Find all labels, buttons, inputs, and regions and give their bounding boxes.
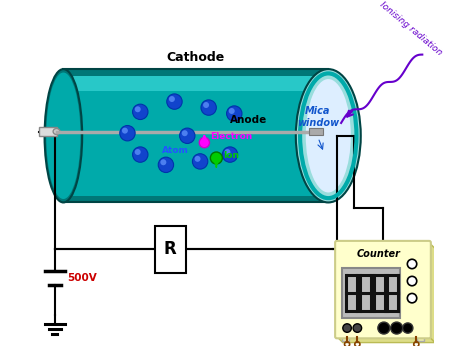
Text: Ion: Ion xyxy=(223,151,239,160)
Circle shape xyxy=(353,324,362,332)
Text: R: R xyxy=(164,240,177,258)
Circle shape xyxy=(180,128,195,144)
Circle shape xyxy=(199,137,210,148)
Circle shape xyxy=(222,147,237,162)
Text: Ionising radiation: Ionising radiation xyxy=(378,1,444,58)
Circle shape xyxy=(182,130,188,136)
Circle shape xyxy=(407,293,417,303)
Ellipse shape xyxy=(304,78,352,194)
Circle shape xyxy=(391,322,402,334)
Text: Mica
window: Mica window xyxy=(297,106,339,128)
Circle shape xyxy=(133,147,148,162)
Circle shape xyxy=(203,102,209,108)
Ellipse shape xyxy=(45,69,82,202)
Circle shape xyxy=(201,100,216,115)
Circle shape xyxy=(194,156,201,162)
Circle shape xyxy=(120,126,135,141)
Circle shape xyxy=(192,154,208,169)
Bar xyxy=(417,336,424,341)
Ellipse shape xyxy=(46,73,81,199)
Ellipse shape xyxy=(53,128,60,135)
Circle shape xyxy=(160,159,166,165)
Text: Electron: Electron xyxy=(210,132,253,141)
Bar xyxy=(155,226,186,273)
Circle shape xyxy=(225,149,230,155)
Circle shape xyxy=(227,106,242,121)
Bar xyxy=(39,127,56,136)
Bar xyxy=(64,76,328,91)
Circle shape xyxy=(167,94,182,109)
Bar xyxy=(64,76,328,195)
Text: 500V: 500V xyxy=(67,273,97,283)
Ellipse shape xyxy=(296,69,361,202)
FancyBboxPatch shape xyxy=(335,241,431,338)
Circle shape xyxy=(135,149,141,155)
Circle shape xyxy=(133,104,148,119)
Circle shape xyxy=(378,322,390,334)
Bar xyxy=(342,268,400,318)
Text: Anode: Anode xyxy=(230,115,267,125)
Polygon shape xyxy=(429,243,435,343)
Circle shape xyxy=(158,157,173,173)
Circle shape xyxy=(407,276,417,286)
Bar xyxy=(342,336,349,341)
Circle shape xyxy=(407,259,417,268)
Circle shape xyxy=(122,128,128,134)
Circle shape xyxy=(210,152,222,164)
Circle shape xyxy=(402,323,413,333)
Circle shape xyxy=(229,108,235,114)
Circle shape xyxy=(169,96,175,102)
Text: Counter: Counter xyxy=(356,248,401,258)
Bar xyxy=(310,128,323,135)
Text: Atom: Atom xyxy=(162,146,189,155)
Circle shape xyxy=(135,106,141,112)
Circle shape xyxy=(343,324,351,332)
Text: Cathode: Cathode xyxy=(167,51,225,64)
Bar xyxy=(64,69,328,202)
Polygon shape xyxy=(337,337,435,343)
